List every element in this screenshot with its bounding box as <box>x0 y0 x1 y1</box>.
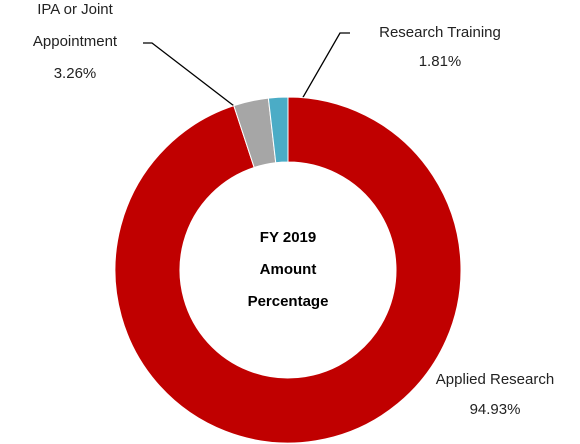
value-label: 3.26% <box>53 65 97 82</box>
slice <box>267 96 289 164</box>
category-label: Research Training <box>379 24 501 41</box>
category-label: IPA or Joint Appointment <box>32 1 118 50</box>
center-label: FY 2019 Amount Percentage <box>208 222 368 318</box>
value-label: 94.93% <box>469 401 521 418</box>
value-label: 1.81% <box>418 53 462 70</box>
category-label: Applied Research <box>435 371 555 388</box>
slice <box>114 96 462 444</box>
center-line: Amount <box>259 261 317 278</box>
center-line: Percentage <box>247 293 329 310</box>
leader-line <box>143 42 269 133</box>
center-line: FY 2019 <box>259 229 317 246</box>
